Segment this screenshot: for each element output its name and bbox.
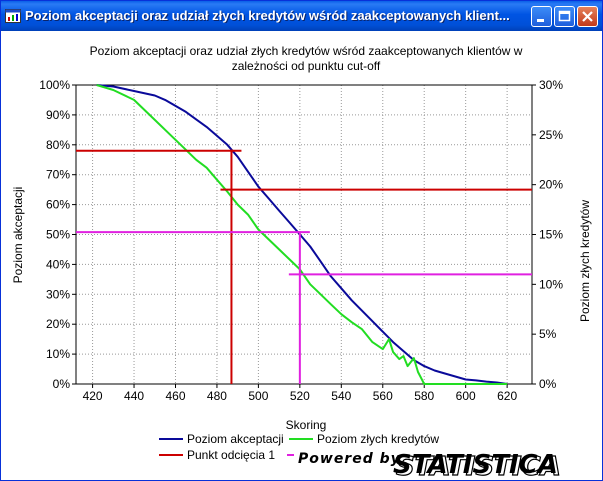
svg-text:STATISTICA: STATISTICA xyxy=(396,452,561,478)
chart-area: Poziom akceptacji oraz udział złych kred… xyxy=(4,31,599,478)
y-right-tick-label: 20% xyxy=(539,178,563,192)
series-line-poziom-akceptacji xyxy=(96,84,508,385)
chart-title-line1: Poziom akceptacji oraz udział złych kred… xyxy=(90,44,523,58)
statistica-logo: Powered by STATISTICA STATISTICA xyxy=(294,448,599,478)
legend-label: Poziom złych kredytów xyxy=(317,432,439,446)
y-left-tick-label: 70% xyxy=(46,168,70,182)
maximize-icon xyxy=(558,10,571,22)
y-left-tick-label: 30% xyxy=(46,287,70,301)
x-tick-label: 620 xyxy=(497,389,517,403)
legend-label: Punkt odcięcia 1 xyxy=(187,448,275,462)
y-left-tick-label: 100% xyxy=(39,78,70,92)
y-right-tick-label: 0% xyxy=(539,377,557,391)
x-tick-label: 440 xyxy=(124,389,144,403)
x-tick-label: 500 xyxy=(248,389,268,403)
y-right-tick-label: 5% xyxy=(539,327,557,341)
y-right-tick-label: 30% xyxy=(539,78,563,92)
svg-text:Powered by: Powered by xyxy=(298,451,401,467)
series-line-poziom-zlych-kredytow xyxy=(96,84,508,385)
y-right-tick-label: 15% xyxy=(539,228,563,242)
y-right-tick-label: 25% xyxy=(539,128,563,142)
x-tick-label: 420 xyxy=(83,389,103,403)
window-title: Poziom akceptacji oraz udział złych kred… xyxy=(25,8,510,23)
y-left-tick-label: 80% xyxy=(46,138,70,152)
y-left-tick-label: 20% xyxy=(46,317,70,331)
y-right-tick-label: 10% xyxy=(539,277,563,291)
y-left-tick-label: 60% xyxy=(46,198,70,212)
x-axis-label: Skoring xyxy=(286,418,327,432)
x-tick-label: 600 xyxy=(456,389,476,403)
close-icon xyxy=(582,11,593,22)
svg-text:STATISTICA: STATISTICA xyxy=(393,450,558,478)
maximize-button[interactable] xyxy=(554,6,575,27)
y-left-tick-label: 10% xyxy=(46,347,70,361)
title-bar[interactable]: Poziom akceptacji oraz udział złych kred… xyxy=(1,1,602,31)
close-button[interactable] xyxy=(577,6,598,27)
x-tick-label: 520 xyxy=(290,389,310,403)
y-left-tick-label: 50% xyxy=(46,228,70,242)
chart-title-line2: zależności od punktu cut-off xyxy=(232,59,381,73)
x-tick-label: 540 xyxy=(331,389,351,403)
y-left-tick-label: 40% xyxy=(46,257,70,271)
legend: Poziom akceptacji Poziom złych kredytów Pu… xyxy=(159,432,439,462)
x-tick-label: 580 xyxy=(414,389,434,403)
y-left-tick-label: 0% xyxy=(53,377,71,391)
x-tick-label: 560 xyxy=(373,389,393,403)
y-axis-left-label: Poziom akceptacji xyxy=(11,187,25,284)
y-left-tick-label: 90% xyxy=(46,108,70,122)
chart-window-icon xyxy=(5,9,21,23)
y-axis-right-label: Poziom złych kredytów xyxy=(578,200,592,322)
line-chart: Poziom akceptacji oraz udział złych kred… xyxy=(11,44,592,462)
x-tick-label: 480 xyxy=(207,389,227,403)
x-tick-label: 460 xyxy=(165,389,185,403)
minimize-icon xyxy=(537,19,544,22)
legend-label: Poziom akceptacji xyxy=(187,432,284,446)
minimize-button[interactable] xyxy=(531,6,552,27)
